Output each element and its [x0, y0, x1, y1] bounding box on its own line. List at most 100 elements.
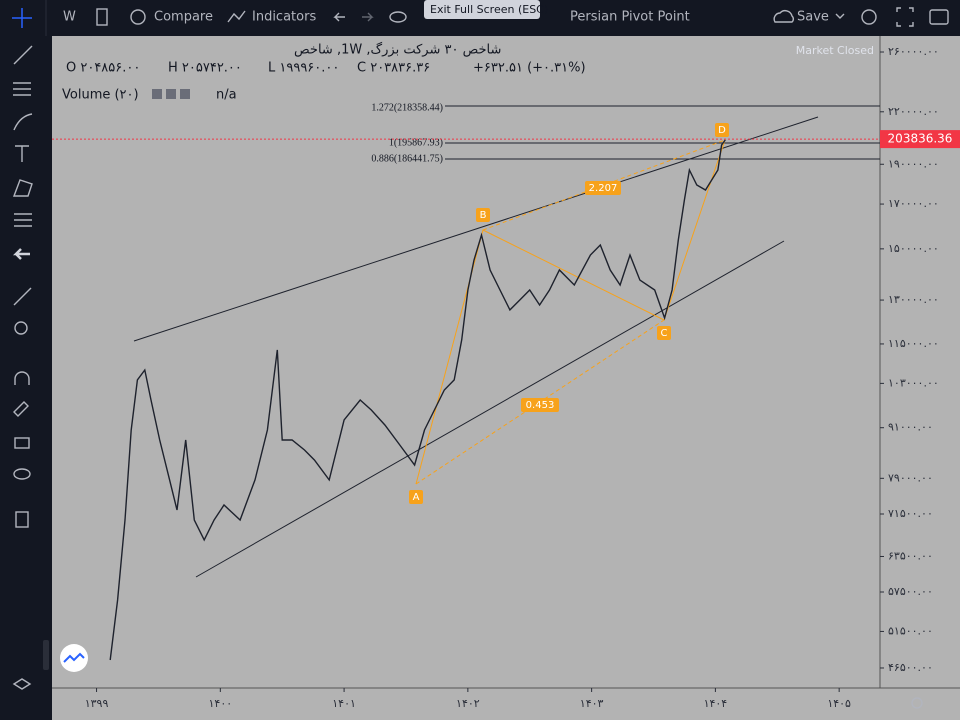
- pattern-point-box: [715, 123, 729, 137]
- y-tick-label: ۶۳۵۰۰.۰۰: [888, 549, 933, 562]
- volume-value: n/a: [216, 88, 237, 103]
- object-tree-button[interactable]: [12, 678, 32, 690]
- fib-tool[interactable]: [13, 82, 31, 96]
- pattern-ratio-box: [585, 181, 621, 195]
- last-price-tag: [880, 130, 960, 149]
- y-tick-label: ۵۱۵۰۰.۰۰: [888, 624, 933, 637]
- pattern-point: D: [718, 125, 726, 136]
- layout-name[interactable]: Persian Pivot Point: [570, 10, 690, 25]
- cursor-tool[interactable]: [12, 8, 32, 28]
- time-axis: [52, 688, 960, 720]
- zoom-tool[interactable]: [14, 321, 28, 335]
- hide-drawings-tool[interactable]: [13, 468, 31, 480]
- tooltip-text: Exit Full Screen (ESC): [430, 3, 548, 16]
- ohlc-high: H ۲۰۵۷۴۲.۰۰: [168, 61, 242, 76]
- y-tick-label: ۲۶۰۰۰۰.۰۰: [888, 45, 939, 58]
- pattern-point-box: [409, 490, 423, 504]
- chart-type-button[interactable]: [96, 8, 108, 26]
- axis-settings[interactable]: [911, 697, 923, 709]
- pattern-point: C: [661, 328, 668, 339]
- pattern-ratio-box: [521, 398, 559, 412]
- x-tick-label: ۱۴۰۴: [704, 697, 728, 710]
- legend: شاخص ۳۰ شرکت بزرگ, 1W, شاخص O ۲۰۴۸۵۶.۰۰ …: [62, 41, 874, 103]
- last-price-label: 203836.36: [888, 132, 953, 146]
- pattern-point-box: [476, 208, 490, 222]
- x-tick-label: ۱۴۰۰: [209, 697, 233, 710]
- brush-tool[interactable]: [13, 113, 33, 131]
- ohlc-change: +۶۳۲.۵۱ (+۰.۳۱%): [473, 61, 586, 76]
- fib-label: 0.886(186441.75): [371, 153, 443, 164]
- save-dropdown[interactable]: [835, 13, 845, 19]
- redo-button[interactable]: [362, 12, 374, 22]
- remove-tool[interactable]: [15, 511, 29, 528]
- ohlc-close: C ۲۰۳۸۳۶.۳۶: [357, 61, 430, 76]
- y-tick-label: ۱۹۰۰۰۰.۰۰: [888, 157, 939, 170]
- y-tick-label: ۴۶۵۰۰.۰۰: [888, 661, 933, 674]
- pattern-point: A: [413, 492, 420, 503]
- y-tick-label: ۷۹۰۰۰.۰۰: [888, 471, 933, 484]
- y-tick-label: ۱۳۰۰۰۰.۰۰: [888, 293, 939, 306]
- compare-icon: [130, 9, 146, 25]
- y-tick-label: ۱۱۵۰۰۰.۰۰: [888, 337, 939, 350]
- x-tick-label: ۱۴۰۲: [456, 697, 480, 710]
- save-icon: [773, 10, 794, 23]
- compare-button[interactable]: Compare: [154, 10, 213, 25]
- back-button[interactable]: [12, 248, 30, 260]
- plot: ۲۶۰۰۰۰.۰۰ ۲۲۰۰۰۰.۰۰ ۱۹۰۰۰۰.۰۰ ۱۷۰۰۰۰.۰۰ ۱۵۰۰…: [52, 45, 960, 710]
- x-tick-label: ۱۳۹۹: [85, 697, 109, 710]
- stay-drawing-tool[interactable]: [13, 401, 29, 417]
- x-tick-label: ۱۴۰۳: [580, 697, 604, 710]
- fib-label: 1.272(218358.44): [371, 102, 443, 113]
- drawings: 1.272(218358.44) 1(195867.93) 0.886(1864…: [133, 102, 880, 578]
- prediction-tool[interactable]: [14, 213, 32, 227]
- channel-lower: [195, 240, 785, 578]
- screenshot-button[interactable]: [929, 9, 949, 25]
- lock-tool[interactable]: [14, 437, 30, 449]
- logo: [60, 644, 88, 672]
- x-tick-label: ۱۴۰۵: [827, 697, 851, 710]
- magnet-tool[interactable]: [14, 371, 30, 385]
- indicators-icon: [227, 10, 246, 23]
- y-tick-label: ۹۱۰۰۰.۰۰: [888, 421, 933, 434]
- chart-pane: [52, 36, 880, 688]
- tooltip: [424, 0, 540, 19]
- price-line: [109, 139, 726, 661]
- ohlc-open: O ۲۰۴۸۵۶.۰۰: [66, 61, 140, 76]
- trendline-tool[interactable]: [13, 45, 33, 65]
- y-tick-label: ۱۵۰۰۰۰.۰۰: [888, 242, 939, 255]
- fib-label: 1(195867.93): [389, 137, 443, 148]
- pattern-point-box: [657, 326, 671, 340]
- pattern-point: B: [480, 210, 487, 221]
- fullscreen-button[interactable]: [896, 7, 914, 27]
- collapse-handle[interactable]: [43, 640, 49, 670]
- settings-button[interactable]: [861, 9, 877, 25]
- y-tick-label: ۱۰۳۰۰۰.۰۰: [888, 376, 939, 389]
- x-tick-label: ۱۴۰۱: [332, 697, 356, 710]
- logo-mark: [63, 652, 85, 663]
- text-tool[interactable]: [15, 145, 29, 162]
- y-tick-label: ۱۷۰۰۰۰.۰۰: [888, 197, 939, 210]
- measure-tool[interactable]: [13, 287, 32, 306]
- y-tick-label: ۵۷۵۰۰.۰۰: [888, 585, 933, 598]
- undo-button[interactable]: [333, 12, 345, 22]
- volume-button[interactable]: [152, 89, 162, 99]
- indicators-button[interactable]: Indicators: [252, 10, 316, 25]
- left-toolbar: [12, 8, 49, 690]
- interval-button[interactable]: W: [63, 10, 76, 25]
- hide-button[interactable]: [389, 11, 407, 23]
- volume-button[interactable]: [166, 89, 176, 99]
- y-tick-label: ۲۲۰۰۰۰.۰۰: [888, 105, 939, 118]
- ohlc-low: L ۱۹۹۹۶۰.۰۰: [268, 61, 339, 76]
- volume-label: Volume (۲۰): [62, 88, 139, 103]
- pattern-tool[interactable]: [12, 179, 33, 197]
- pattern-ratio: 0.453: [526, 400, 555, 411]
- y-tick-label: ۷۱۵۰۰.۰۰: [888, 507, 933, 520]
- pattern-legs: [415, 139, 726, 485]
- top-toolbar: W Compare Indicators Exit Full Screen (E…: [45, 0, 949, 36]
- volume-button[interactable]: [180, 89, 190, 99]
- save-button[interactable]: Save: [797, 10, 829, 25]
- symbol-title: شاخص ۳۰ شرکت بزرگ, 1W, شاخص: [294, 41, 501, 58]
